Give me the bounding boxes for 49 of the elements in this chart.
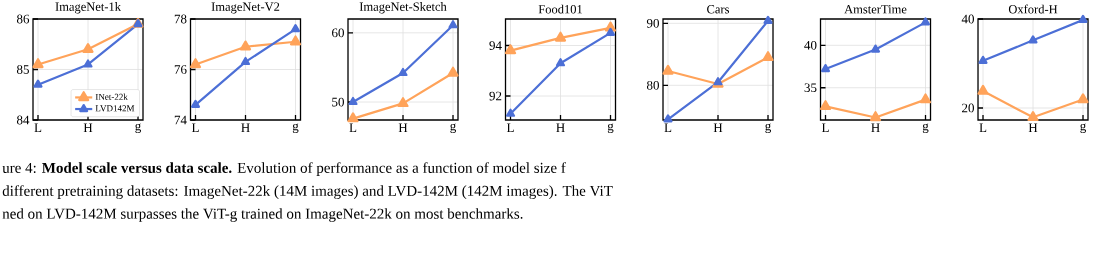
y-tick-label: 80	[646, 80, 659, 90]
y-tick-label: 85	[16, 65, 29, 74]
x-tick-label: g	[922, 123, 929, 134]
y-tick-label: 74	[174, 115, 187, 125]
x-tick-label: H	[556, 123, 565, 133]
legend-label: INet-22k	[95, 93, 128, 100]
chart-title: Oxford-H	[1008, 4, 1058, 14]
chart-title: Food101	[538, 4, 582, 14]
y-tick-label: 40	[804, 40, 817, 50]
y-tick-label: 92	[489, 91, 502, 101]
y-tick-label: 20	[962, 103, 974, 113]
y-tick-label: 50	[332, 97, 344, 107]
chart-title: ImageNet-V2	[211, 2, 280, 14]
y-tick-label: 35	[804, 83, 817, 93]
x-tick-label: g	[607, 123, 614, 134]
x-tick-label: H	[83, 123, 93, 133]
y-tick-label: 78	[174, 14, 187, 24]
y-tick-label: 60	[332, 28, 344, 38]
x-tick-label: H	[241, 123, 250, 133]
chart-title: Cars	[707, 5, 730, 14]
chart-title: AmsterTime	[844, 5, 907, 14]
x-tick-label: g	[450, 123, 457, 134]
x-tick-label: L	[349, 123, 357, 133]
text: ure 4: Model scale versus data scale. Evolution of performance as a function of model size f	[2, 162, 566, 176]
y-tick-label: 90	[646, 18, 659, 28]
chart-title: ImageNet-1k	[55, 2, 121, 14]
x-tick-label: L	[821, 123, 829, 133]
y-tick-label: 76	[174, 65, 187, 74]
legend-label: LVD142M	[95, 105, 135, 112]
y-tick-label: 84	[16, 115, 30, 125]
x-tick-label: g	[765, 123, 772, 134]
x-tick-label: g	[1080, 123, 1087, 134]
x-tick-label: g	[292, 123, 299, 134]
x-tick-label: H	[1028, 123, 1038, 133]
chart-title: ImageNet-Sketch	[359, 2, 447, 14]
x-tick-label: H	[713, 123, 723, 133]
x-tick-label: L	[979, 123, 987, 133]
x-tick-label: L	[191, 123, 199, 133]
y-tick-label: 86	[16, 14, 30, 24]
y-tick-label: 40	[961, 14, 974, 24]
x-tick-label: H	[398, 123, 408, 133]
x-tick-label: H	[871, 123, 880, 133]
x-tick-label: L	[506, 123, 514, 133]
x-tick-label: L	[34, 123, 42, 133]
text: ned on LVD-142M surpasses the ViT-g trained on ImageNet-22k on most benchmarks.	[2, 208, 523, 222]
x-tick-label: L	[664, 123, 672, 133]
x-tick-label: g	[135, 123, 142, 134]
text: different pretraining datasets: ImageNet-22k (14M images) and LVD-142M (142M images). The ViT	[2, 185, 613, 199]
y-tick-label: 94	[489, 41, 502, 50]
